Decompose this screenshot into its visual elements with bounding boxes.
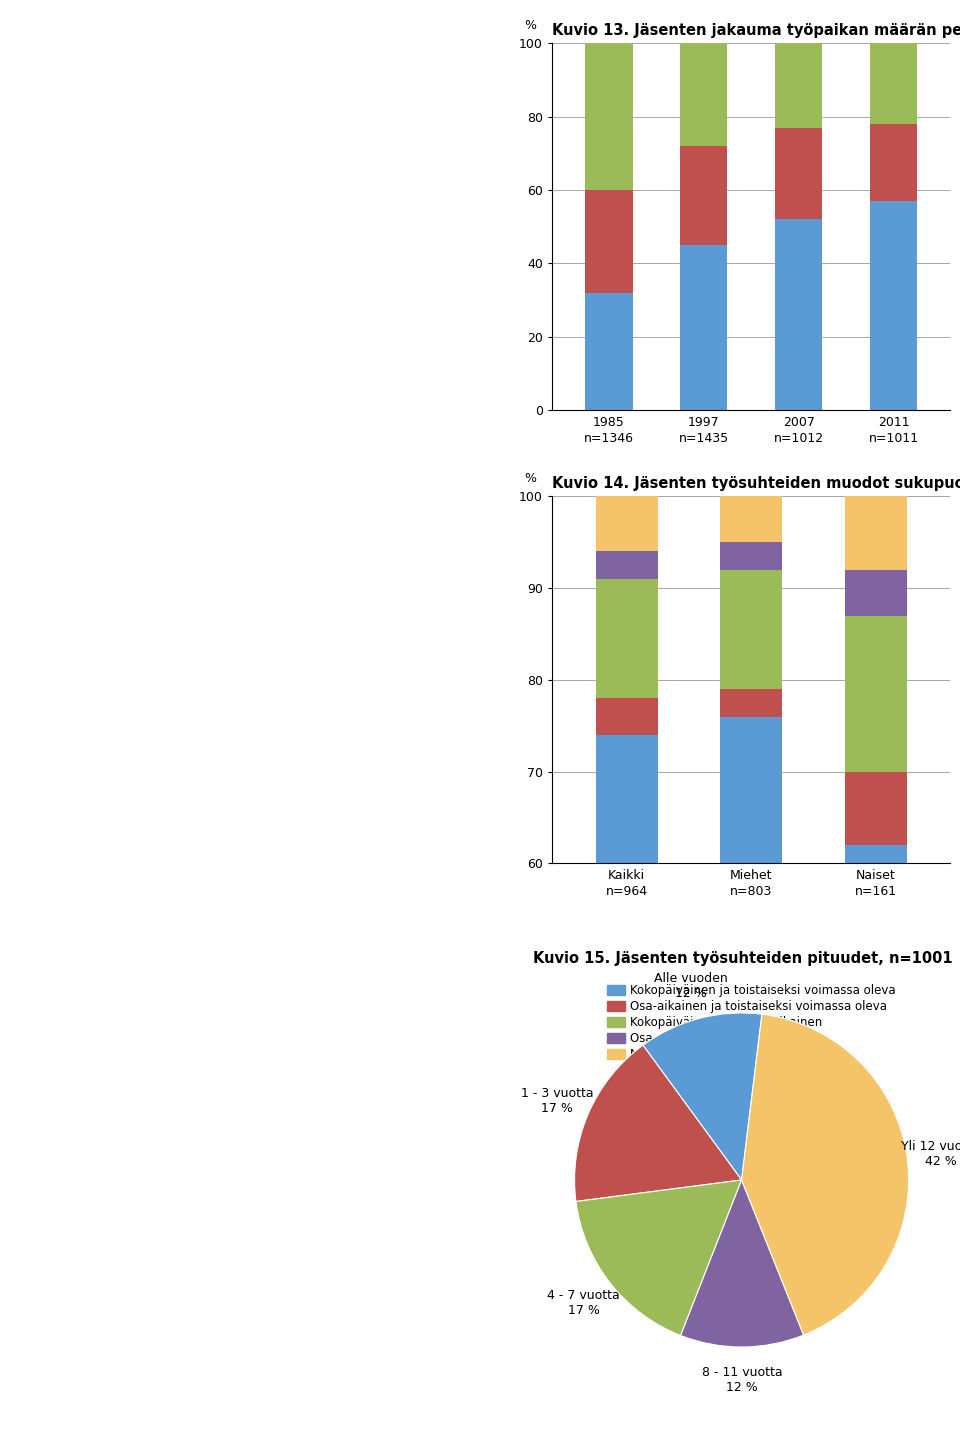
Bar — [870, 124, 917, 201]
Text: Alle vuoden
12 %: Alle vuoden 12 % — [654, 971, 728, 1000]
Bar — [870, 201, 917, 410]
Bar — [586, 43, 633, 190]
Bar — [845, 771, 907, 845]
Wedge shape — [741, 1014, 908, 1335]
Wedge shape — [576, 1180, 741, 1335]
Bar — [595, 698, 658, 735]
Bar — [595, 578, 658, 698]
Bar — [595, 496, 658, 551]
Legend: Kokopäiväinen ja toistaiseksi voimassa oleva, Osa-aikainen ja toistaiseksi voima: Kokopäiväinen ja toistaiseksi voimassa o… — [603, 980, 900, 1066]
Text: Kuvio 13. Jäsenten jakauma työpaikan määrän perusteella: Kuvio 13. Jäsenten jakauma työpaikan mää… — [552, 23, 960, 37]
Text: %: % — [524, 19, 536, 32]
Bar — [775, 43, 823, 128]
Text: 4 - 7 vuotta
17 %: 4 - 7 vuotta 17 % — [547, 1289, 620, 1317]
Bar — [720, 717, 782, 1413]
Bar — [586, 190, 633, 292]
Bar — [845, 616, 907, 771]
Bar — [720, 570, 782, 689]
Text: %: % — [524, 472, 536, 485]
Bar — [595, 551, 658, 578]
Text: 2. Metallityöläinen työssä  ○ 15: 2. Metallityöläinen työssä ○ 15 — [718, 1416, 941, 1430]
Bar — [586, 292, 633, 410]
Bar — [845, 570, 907, 616]
Text: 1 - 3 vuotta
17 %: 1 - 3 vuotta 17 % — [521, 1086, 593, 1115]
Legend: Alle 100 henkeä, 100-499, Yli 500 henkeä: Alle 100 henkeä, 100-499, Yli 500 henkeä — [588, 496, 915, 519]
Bar — [775, 219, 823, 410]
Wedge shape — [681, 1180, 804, 1347]
Text: Kuvio 14. Jäsenten työsuhteiden muodot sukupuolittain: Kuvio 14. Jäsenten työsuhteiden muodot s… — [552, 476, 960, 491]
Bar — [870, 43, 917, 124]
Text: 8 - 11 vuotta
12 %: 8 - 11 vuotta 12 % — [702, 1367, 782, 1394]
Wedge shape — [575, 1045, 741, 1202]
Bar — [775, 128, 823, 219]
Bar — [720, 689, 782, 717]
Text: Kuvio 15. Jäsenten työsuhteiden pituudet, n=1001: Kuvio 15. Jäsenten työsuhteiden pituudet… — [533, 951, 952, 966]
Bar — [680, 245, 728, 410]
Bar — [720, 543, 782, 570]
Text: Yli 12 vuotta
42 %: Yli 12 vuotta 42 % — [901, 1140, 960, 1168]
Bar — [680, 145, 728, 245]
Bar — [845, 496, 907, 570]
Bar — [595, 735, 658, 1413]
Bar — [680, 43, 728, 145]
Wedge shape — [643, 1013, 762, 1180]
Bar — [845, 845, 907, 1413]
Bar — [720, 496, 782, 543]
